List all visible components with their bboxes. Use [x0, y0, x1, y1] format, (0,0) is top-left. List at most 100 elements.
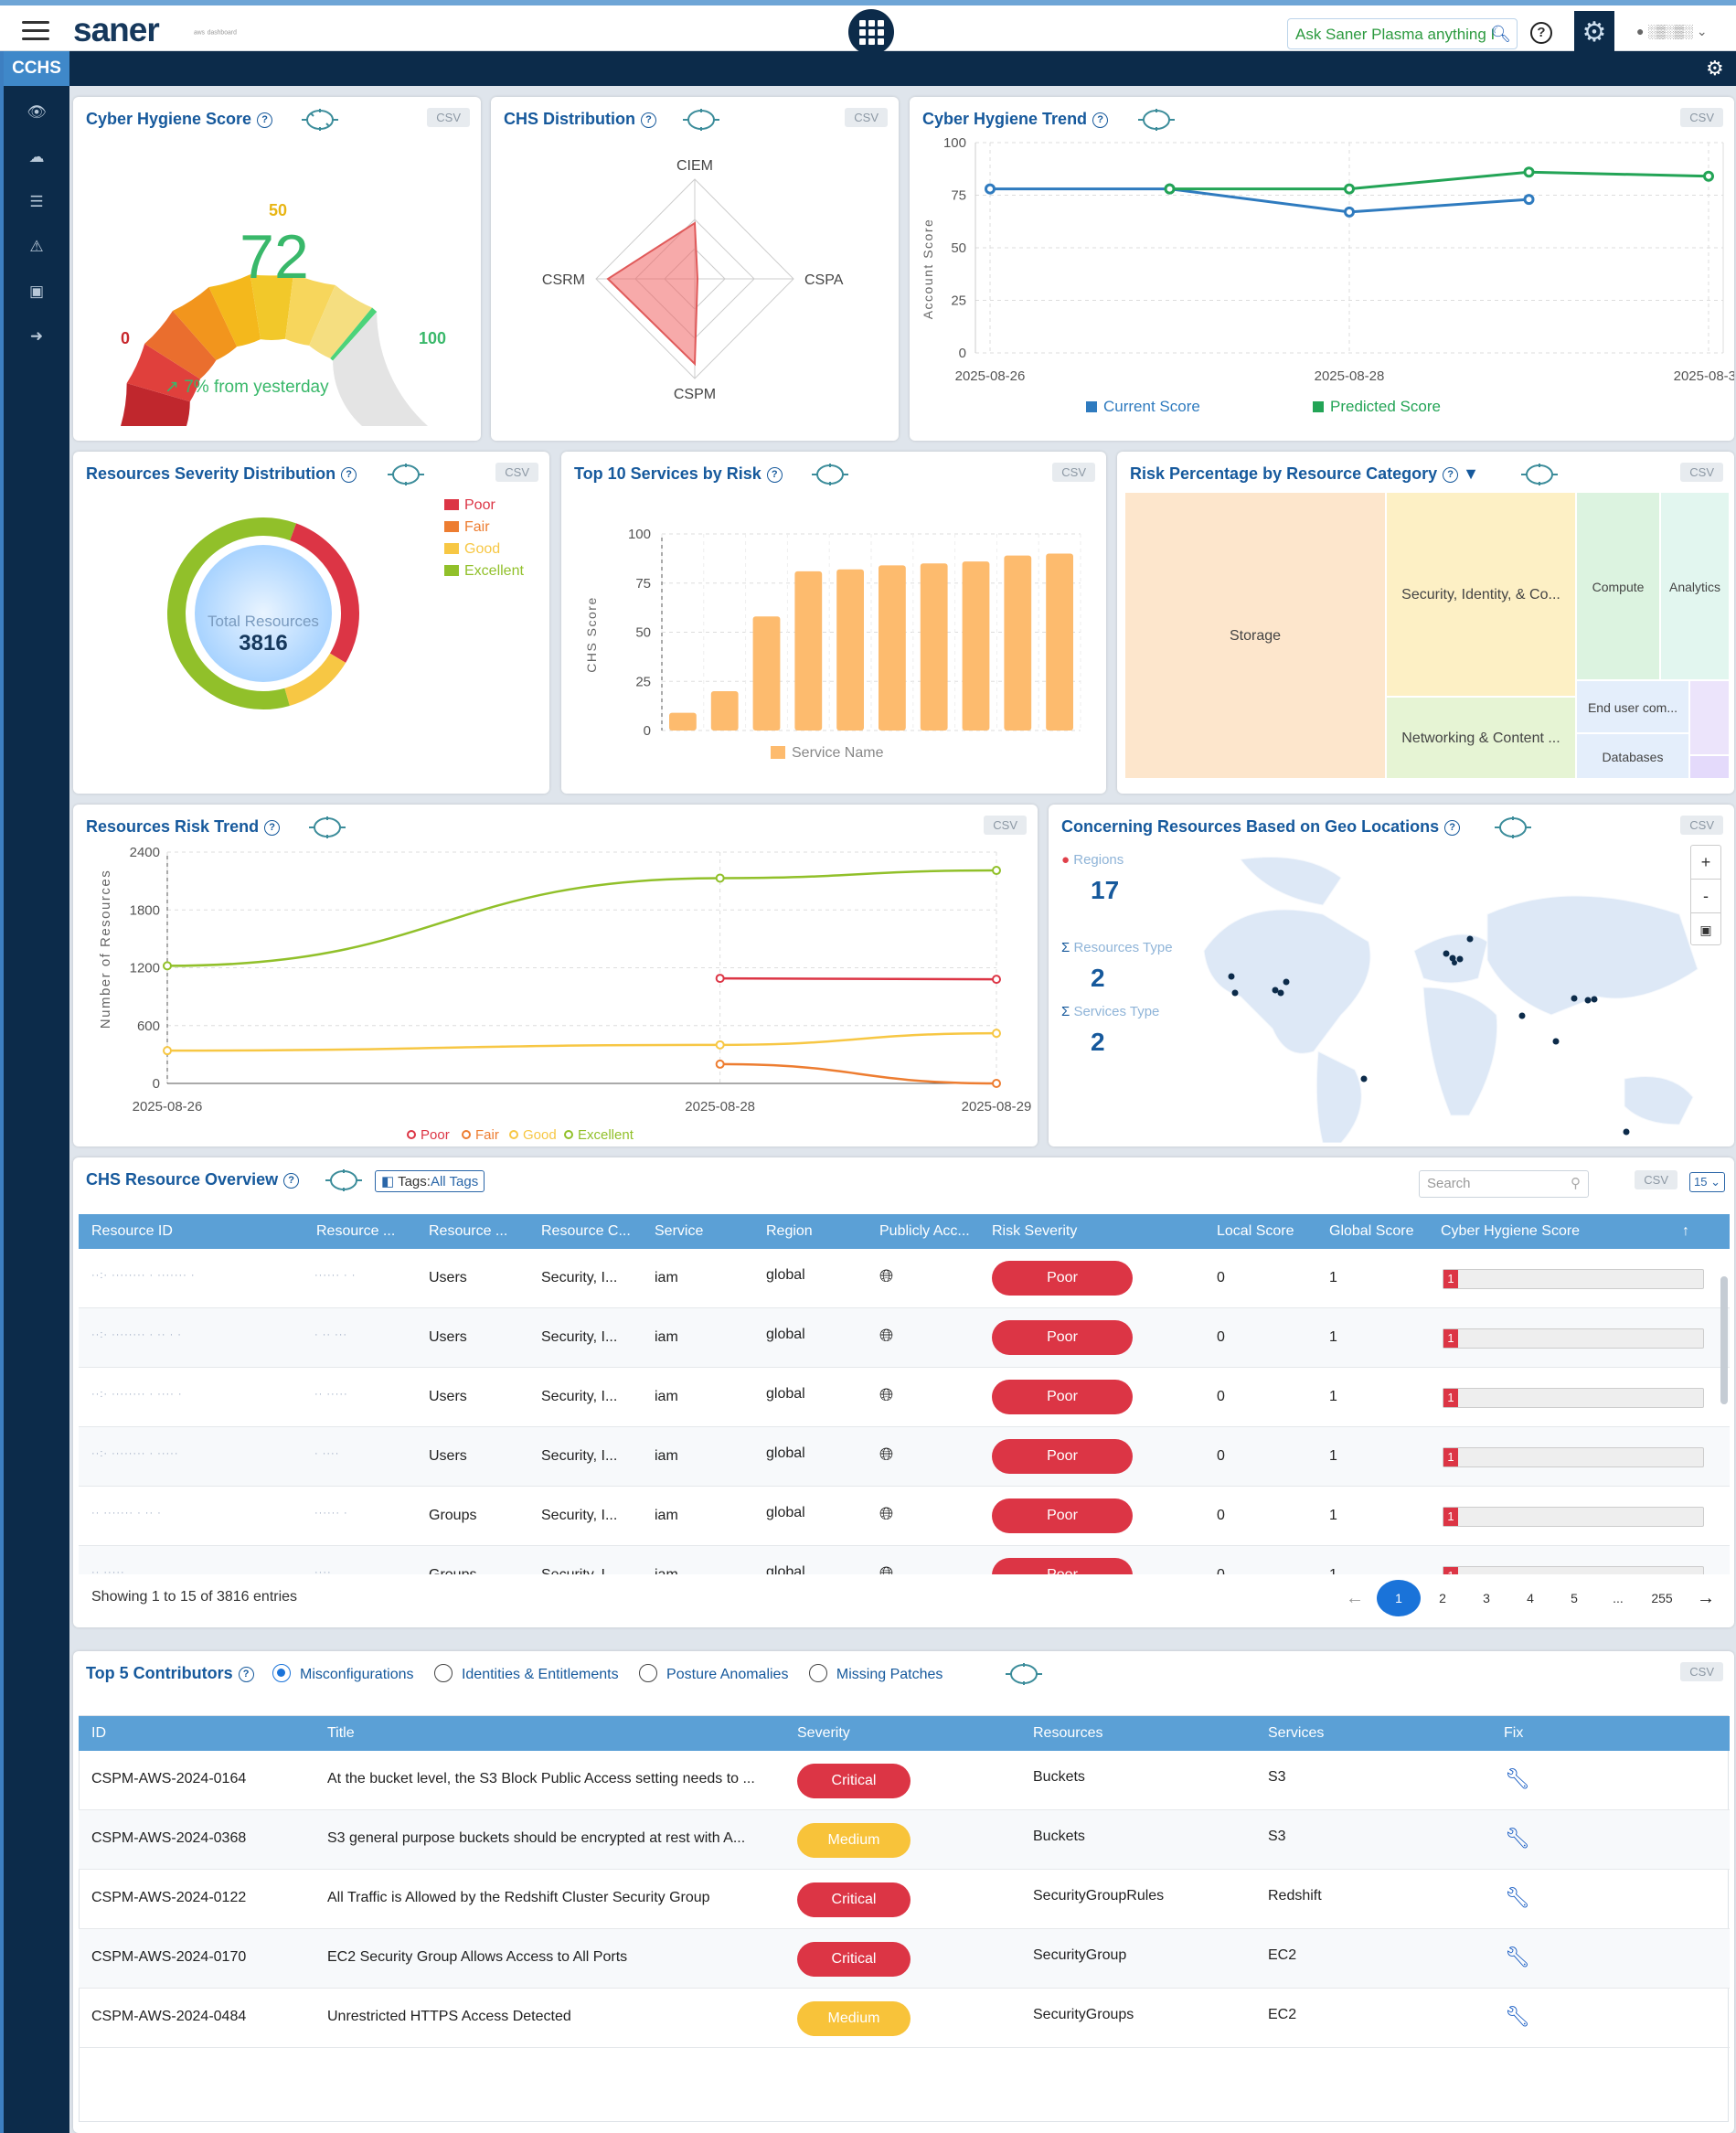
donut-slice[interactable] — [289, 523, 359, 663]
app-logo[interactable]: saner — [73, 11, 160, 48]
data-point[interactable] — [992, 866, 1001, 876]
list-icon[interactable]: ☰ — [29, 192, 44, 210]
table-row[interactable]: ·· ······· · ·· · ······ · Groups Security,… — [79, 1487, 1730, 1546]
data-point[interactable] — [1703, 170, 1714, 182]
col-resource-name[interactable]: Resource ... — [316, 1223, 396, 1239]
legend-label[interactable]: Excellent — [578, 1127, 634, 1143]
table-row[interactable]: ··:· ········ · ·· · · · ·· ··· Users Secur… — [79, 1308, 1730, 1368]
zoom-in-button[interactable]: + — [1691, 846, 1720, 880]
cloud-icon[interactable]: ☁ — [28, 147, 45, 165]
help-icon[interactable]: ? — [1092, 112, 1109, 128]
col-resource-id[interactable]: Resource ID — [91, 1223, 173, 1239]
wrench-fix-icon[interactable]: 🔧︎ — [1505, 2005, 1530, 2028]
data-point[interactable] — [992, 1079, 1001, 1088]
help-icon[interactable]: ? — [1530, 22, 1552, 44]
radio-missing-patches[interactable]: Missing Patches — [808, 1664, 943, 1682]
data-point[interactable] — [163, 961, 172, 971]
col-local-score[interactable]: Local Score — [1217, 1223, 1294, 1239]
table-row[interactable]: ·· ····· ···· Groups Security, I... iam globa… — [79, 1546, 1730, 1574]
search-icon[interactable]: 🔍︎ — [1490, 25, 1511, 43]
help-icon[interactable]: ? — [257, 112, 273, 128]
table-row[interactable]: CSPM-AWS-2024-0170 EC2 Security Group All… — [79, 1929, 1730, 1989]
treemap-cell-compute[interactable]: Compute — [1576, 492, 1660, 680]
ai-brain-icon[interactable] — [1002, 1662, 1046, 1686]
col-id[interactable]: ID — [91, 1725, 106, 1741]
data-point[interactable] — [163, 1046, 172, 1056]
donut-slice[interactable] — [167, 517, 296, 709]
wrench-fix-icon[interactable]: 🔧︎ — [1505, 1827, 1530, 1850]
col-severity[interactable]: Severity — [797, 1725, 850, 1741]
filter-icon[interactable]: ▼ — [1463, 464, 1479, 483]
csv-button[interactable]: CSV — [495, 463, 538, 482]
col-region[interactable]: Region — [766, 1223, 813, 1239]
bar[interactable] — [1046, 553, 1073, 731]
col-service[interactable]: Service — [655, 1223, 704, 1239]
col-risk-severity[interactable]: Risk Severity — [992, 1223, 1078, 1239]
legend-label[interactable]: Fair — [475, 1127, 499, 1143]
radio-posture-anomalies[interactable]: Posture Anomalies — [639, 1664, 788, 1682]
legend-label[interactable]: Poor — [464, 497, 495, 513]
treemap-cell-networking[interactable]: Networking & Content ... — [1386, 697, 1576, 779]
fit-bounds-icon[interactable]: ▣ — [1699, 923, 1712, 937]
col-chs[interactable]: Cyber Hygiene Score — [1441, 1223, 1581, 1239]
warning-icon[interactable]: ⚠ — [29, 237, 44, 255]
bar[interactable] — [752, 616, 781, 731]
page-button[interactable]: 4 — [1527, 1591, 1534, 1605]
csv-button[interactable]: CSV — [845, 108, 888, 127]
csv-button[interactable]: CSV — [984, 816, 1027, 835]
data-point[interactable] — [1164, 183, 1176, 195]
sidebar-brand[interactable]: CCHS — [4, 51, 69, 86]
treemap-cell-security[interactable]: Security, Identity, & Co... — [1386, 492, 1576, 697]
world-map[interactable] — [1186, 841, 1707, 1143]
bar[interactable] — [879, 565, 906, 731]
radio-misconfigurations[interactable]: Misconfigurations — [272, 1664, 414, 1682]
prev-page-icon[interactable]: ← — [1346, 1587, 1364, 1608]
help-icon[interactable]: ? — [238, 1667, 254, 1682]
next-page-icon[interactable]: → — [1697, 1587, 1715, 1608]
donut-slice[interactable] — [284, 653, 346, 706]
csv-button[interactable]: CSV — [1635, 1170, 1677, 1189]
bar[interactable] — [669, 712, 697, 731]
legend-label[interactable]: Good — [464, 541, 500, 557]
data-point[interactable] — [1523, 194, 1535, 206]
legend-label[interactable]: Fair — [464, 519, 490, 535]
col-global-score[interactable]: Global Score — [1329, 1223, 1414, 1239]
data-point[interactable] — [715, 1059, 725, 1069]
col-services[interactable]: Services — [1268, 1725, 1325, 1741]
bar[interactable] — [836, 569, 864, 731]
legend-label[interactable]: Excellent — [464, 563, 524, 579]
page-button[interactable]: ... — [1613, 1591, 1624, 1605]
csv-button[interactable]: CSV — [427, 108, 470, 127]
ai-brain-icon[interactable] — [305, 816, 349, 839]
zoom-out-button[interactable]: - — [1691, 880, 1720, 913]
table-row[interactable]: CSPM-AWS-2024-0368 S3 general purpose buc… — [79, 1810, 1730, 1870]
ask-plasma-input[interactable]: Ask Saner Plasma anything I 🔍︎ — [1287, 18, 1518, 49]
menu-icon[interactable] — [22, 21, 49, 46]
table-row[interactable]: ··:· ········ · ···· · ·· ····· Users Secur… — [79, 1368, 1730, 1427]
col-resource-category[interactable]: Resource C... — [541, 1223, 631, 1239]
data-point[interactable] — [1523, 166, 1535, 178]
bar[interactable] — [920, 563, 948, 731]
bar[interactable] — [962, 561, 990, 731]
ai-brain-icon[interactable] — [322, 1168, 366, 1192]
page-settings-icon[interactable]: ⚙ — [1706, 57, 1724, 80]
help-icon[interactable]: ? — [1444, 820, 1461, 836]
bar[interactable] — [710, 691, 739, 731]
page-button[interactable]: 255 — [1651, 1591, 1673, 1605]
sort-up-icon[interactable]: ↑ — [1682, 1223, 1689, 1239]
csv-button[interactable]: CSV — [1680, 463, 1723, 482]
help-icon[interactable]: ? — [1443, 467, 1459, 483]
col-publicly-accessible[interactable]: Publicly Acc... — [879, 1223, 970, 1239]
ai-brain-icon[interactable] — [1518, 463, 1561, 486]
table-row[interactable]: ··:· ········ · ······· · ······ · · Users… — [79, 1249, 1730, 1308]
wrench-fix-icon[interactable]: 🔧︎ — [1505, 1767, 1530, 1790]
bar[interactable] — [1004, 555, 1032, 731]
table-row[interactable]: ··:· ········ · ····· · ···· Users Security… — [79, 1427, 1730, 1487]
help-icon[interactable]: ? — [341, 467, 357, 483]
treemap-cell-databases[interactable]: Databases — [1576, 733, 1689, 779]
radio-identities[interactable]: Identities & Entitlements — [433, 1664, 619, 1682]
legend-label[interactable]: Poor — [421, 1127, 450, 1143]
search-input[interactable]: Search ⚲ — [1419, 1170, 1589, 1198]
bar[interactable] — [794, 571, 823, 731]
ai-brain-icon[interactable] — [679, 108, 723, 132]
